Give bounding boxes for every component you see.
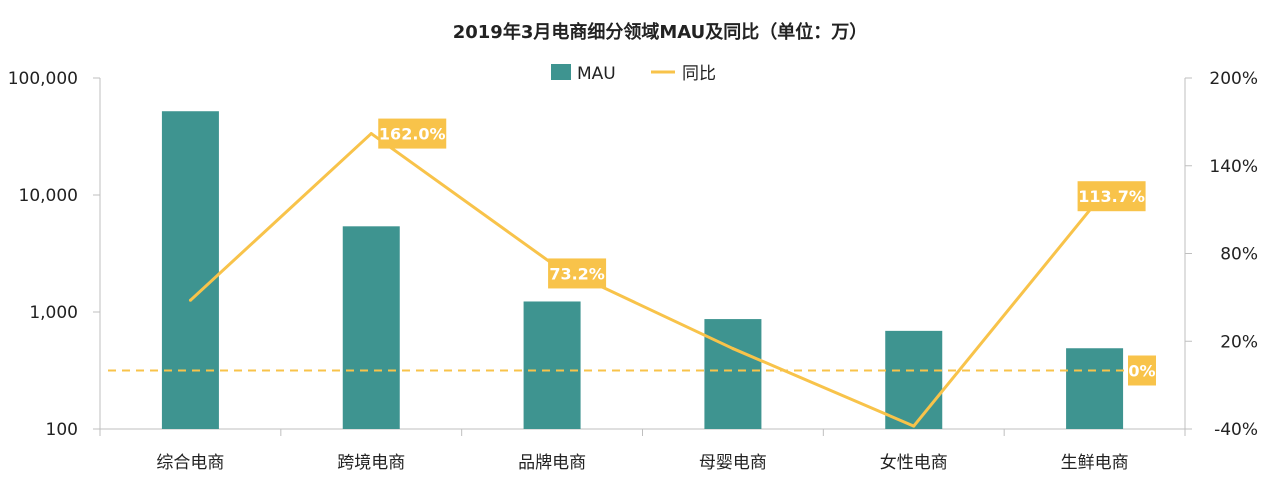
y-right-tick-label: 80% (1220, 245, 1258, 265)
x-tick-label: 综合电商 (156, 453, 224, 473)
bars-mau (161, 111, 1124, 430)
y-left-tick-label: 100 (46, 420, 78, 440)
data-label-yoy: 113.7% (1078, 187, 1145, 206)
y-left-tick-label: 10,000 (19, 186, 78, 206)
bar-mau (161, 111, 219, 430)
legend: MAU 同比 (551, 64, 716, 84)
data-label-yoy: 162.0% (379, 125, 446, 144)
x-tick-label: 女性电商 (880, 453, 948, 473)
line-yoy-path (189, 132, 1096, 428)
bar-mau (1066, 348, 1124, 429)
point-yoy (369, 132, 373, 136)
x-tick-label: 生鲜电商 (1061, 453, 1129, 473)
y-left-tick-label: 100,000 (8, 69, 78, 89)
data-label-yoy-bg (378, 118, 447, 149)
legend-swatch-mau (551, 64, 571, 80)
point-yoy (912, 424, 916, 428)
bar-mau (342, 226, 400, 429)
y-right-tick-label: 20% (1220, 332, 1258, 352)
y-right-tick-label: -40% (1214, 420, 1258, 440)
bar-mau (523, 301, 581, 429)
y-right-tick-label: 140% (1209, 157, 1258, 177)
legend-label-mau: MAU (577, 64, 616, 84)
reference-label-zero: 0% (1128, 362, 1155, 381)
reference-label-zero-bg (1128, 355, 1156, 386)
x-tick-label: 母婴电商 (699, 453, 767, 473)
x-tick-label: 品牌电商 (518, 453, 586, 473)
axes: 100 1,000 10,000 100,000 -40% 20% 80% 140% 200% 综… (8, 69, 1258, 473)
data-label-yoy: 73.2% (549, 264, 605, 283)
data-labels: 162.0% 73.2% 113.7% 0% (378, 118, 1156, 386)
data-label-yoy-bg (1077, 181, 1146, 212)
legend-label-yoy: 同比 (682, 64, 716, 84)
point-yoy (188, 298, 192, 302)
x-tick-label: 跨境电商 (337, 453, 405, 473)
y-right-tick-label: 200% (1209, 69, 1258, 89)
chart-title: 2019年3月电商细分领域MAU及同比（单位：万） (453, 21, 868, 43)
line-yoy (188, 132, 1097, 428)
point-yoy (731, 347, 735, 351)
data-label-yoy-bg (548, 258, 607, 289)
y-left-tick-label: 1,000 (29, 303, 78, 323)
bar-mau (704, 319, 762, 429)
bar-mau (885, 330, 943, 429)
